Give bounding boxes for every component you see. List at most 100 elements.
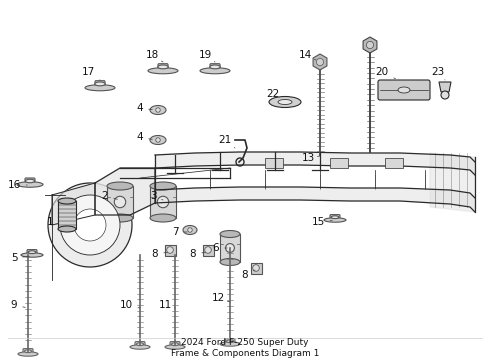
Text: 3: 3	[149, 191, 163, 201]
Circle shape	[157, 196, 169, 208]
Text: 8: 8	[242, 270, 255, 280]
Text: 1: 1	[47, 217, 64, 227]
Text: 4: 4	[137, 103, 152, 113]
Text: 9: 9	[11, 300, 25, 310]
Text: 23: 23	[431, 67, 445, 80]
Bar	[220, 234, 240, 262]
Text: 7: 7	[172, 227, 187, 237]
Text: 12: 12	[211, 293, 230, 303]
Circle shape	[205, 247, 211, 253]
Circle shape	[367, 41, 373, 49]
FancyBboxPatch shape	[23, 348, 33, 355]
Ellipse shape	[107, 182, 133, 190]
Circle shape	[225, 244, 234, 252]
Polygon shape	[95, 168, 155, 215]
Circle shape	[114, 196, 126, 208]
Ellipse shape	[324, 218, 346, 222]
Ellipse shape	[58, 198, 76, 204]
Ellipse shape	[183, 225, 197, 234]
FancyBboxPatch shape	[27, 249, 37, 256]
Text: 15: 15	[311, 217, 332, 227]
FancyBboxPatch shape	[170, 342, 180, 348]
Text: 21: 21	[219, 135, 235, 148]
Text: 11: 11	[158, 300, 175, 310]
Bar	[265, 158, 283, 168]
FancyBboxPatch shape	[135, 342, 145, 348]
FancyBboxPatch shape	[330, 215, 340, 221]
Bar	[330, 158, 348, 168]
Ellipse shape	[18, 352, 38, 356]
Ellipse shape	[17, 182, 43, 187]
Circle shape	[156, 108, 160, 112]
FancyBboxPatch shape	[158, 64, 168, 72]
Ellipse shape	[165, 345, 185, 349]
Ellipse shape	[331, 216, 339, 219]
Ellipse shape	[220, 258, 240, 266]
Ellipse shape	[226, 340, 234, 343]
Ellipse shape	[107, 214, 133, 222]
Text: 2024 Ford F-250 Super Duty
Frame & Components Diagram 1: 2024 Ford F-250 Super Duty Frame & Compo…	[171, 338, 319, 358]
Ellipse shape	[150, 214, 176, 222]
Bar	[250, 262, 262, 274]
Ellipse shape	[148, 68, 178, 74]
FancyBboxPatch shape	[225, 339, 235, 345]
Ellipse shape	[200, 68, 230, 74]
Text: 22: 22	[267, 89, 285, 102]
Polygon shape	[52, 183, 95, 225]
Text: 17: 17	[81, 67, 100, 80]
Polygon shape	[439, 82, 451, 92]
FancyBboxPatch shape	[95, 81, 105, 89]
Ellipse shape	[172, 343, 178, 346]
Circle shape	[60, 195, 120, 255]
Bar	[385, 158, 403, 168]
Text: 4: 4	[137, 132, 152, 142]
Ellipse shape	[150, 105, 166, 114]
Bar	[58, 201, 76, 229]
Text: 2: 2	[102, 191, 117, 201]
Ellipse shape	[85, 85, 115, 91]
FancyBboxPatch shape	[210, 64, 220, 72]
Ellipse shape	[278, 99, 292, 104]
Text: 10: 10	[120, 300, 140, 310]
Circle shape	[48, 183, 132, 267]
Text: 5: 5	[11, 253, 29, 263]
Text: 13: 13	[301, 153, 320, 163]
Ellipse shape	[398, 87, 410, 93]
Circle shape	[156, 138, 160, 142]
Text: 18: 18	[146, 50, 163, 62]
Ellipse shape	[25, 179, 35, 183]
Bar	[107, 186, 133, 218]
Circle shape	[317, 58, 323, 66]
Ellipse shape	[95, 82, 105, 86]
Text: 16: 16	[7, 180, 27, 190]
FancyBboxPatch shape	[25, 178, 35, 185]
Text: 6: 6	[213, 243, 227, 253]
Circle shape	[167, 247, 173, 253]
Ellipse shape	[150, 182, 176, 190]
Text: 8: 8	[190, 249, 205, 259]
Ellipse shape	[24, 350, 31, 352]
Text: 8: 8	[152, 249, 167, 259]
Polygon shape	[155, 152, 475, 175]
Ellipse shape	[58, 226, 76, 232]
Ellipse shape	[28, 251, 36, 253]
Ellipse shape	[269, 96, 301, 108]
Ellipse shape	[137, 343, 144, 346]
Bar	[165, 244, 175, 256]
Ellipse shape	[220, 230, 240, 238]
Ellipse shape	[21, 253, 43, 257]
Circle shape	[188, 228, 192, 232]
Text: 14: 14	[298, 50, 316, 60]
Ellipse shape	[220, 342, 240, 346]
Bar	[202, 244, 214, 256]
Text: 19: 19	[198, 50, 215, 62]
Circle shape	[74, 209, 106, 241]
Ellipse shape	[210, 65, 220, 69]
FancyBboxPatch shape	[378, 80, 430, 100]
Polygon shape	[155, 187, 475, 212]
Polygon shape	[313, 54, 327, 70]
Text: 20: 20	[375, 67, 395, 79]
Circle shape	[253, 265, 259, 271]
Polygon shape	[430, 153, 475, 212]
Polygon shape	[363, 37, 377, 53]
